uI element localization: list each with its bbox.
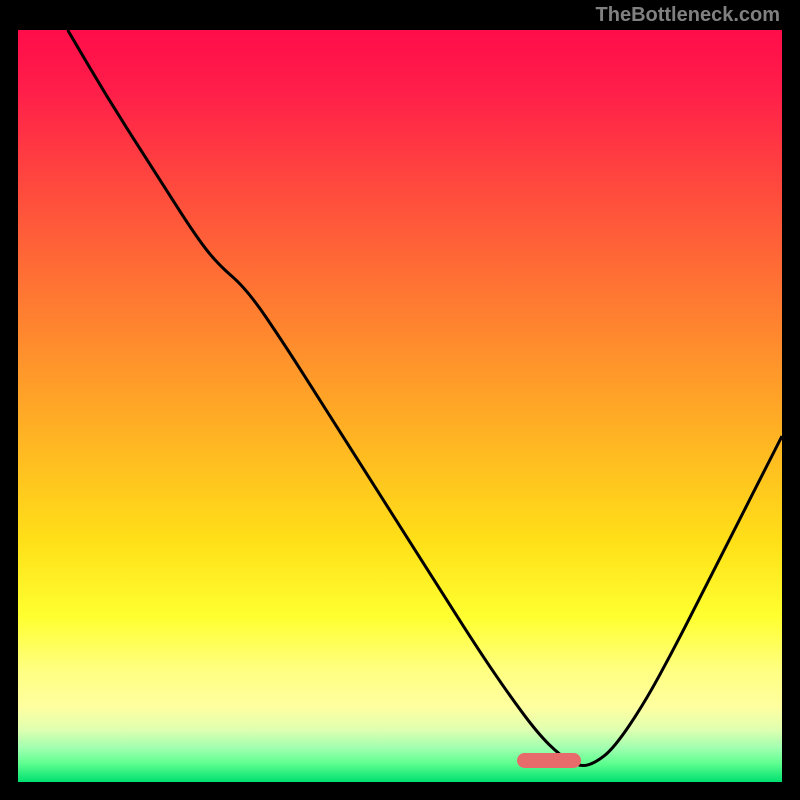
attribution-text: TheBottleneck.com [596, 4, 780, 27]
optimal-range-marker [517, 753, 582, 768]
chart-area [18, 30, 782, 782]
bottleneck-curve [18, 30, 782, 782]
